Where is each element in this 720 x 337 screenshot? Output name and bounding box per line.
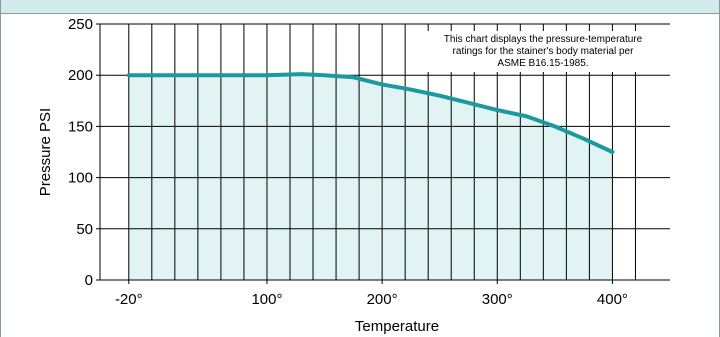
annotation-line-3: ASME B16.15-1985.: [497, 58, 588, 69]
y-tick-label: 100: [68, 170, 93, 187]
x-tick-label: -20°: [115, 291, 143, 308]
x-tick-label: 200°: [367, 291, 398, 308]
annotation-box: [427, 31, 659, 72]
y-tick-label: 50: [76, 221, 93, 238]
x-tick-label: 100°: [251, 291, 282, 308]
y-tick-label: 200: [68, 67, 93, 84]
y-tick-label: 250: [68, 16, 93, 33]
header-bar: [0, 0, 720, 14]
x-tick-label: 300°: [482, 291, 513, 308]
y-tick-label: 150: [68, 118, 93, 135]
pressure-series-line: [126, 72, 615, 154]
y-tick-label: 0: [85, 272, 93, 289]
annotation-line-2: ratings for the stainer's body material …: [453, 46, 635, 57]
y-axis-label: Pressure PSI: [37, 108, 54, 196]
x-tick-label: 400°: [597, 291, 628, 308]
x-axis-label: Temperature: [355, 318, 439, 335]
annotation-line-1: This chart displays the pressure-tempera…: [444, 34, 643, 45]
area-fill: [128, 74, 613, 281]
frame-left-border: [0, 0, 1, 337]
